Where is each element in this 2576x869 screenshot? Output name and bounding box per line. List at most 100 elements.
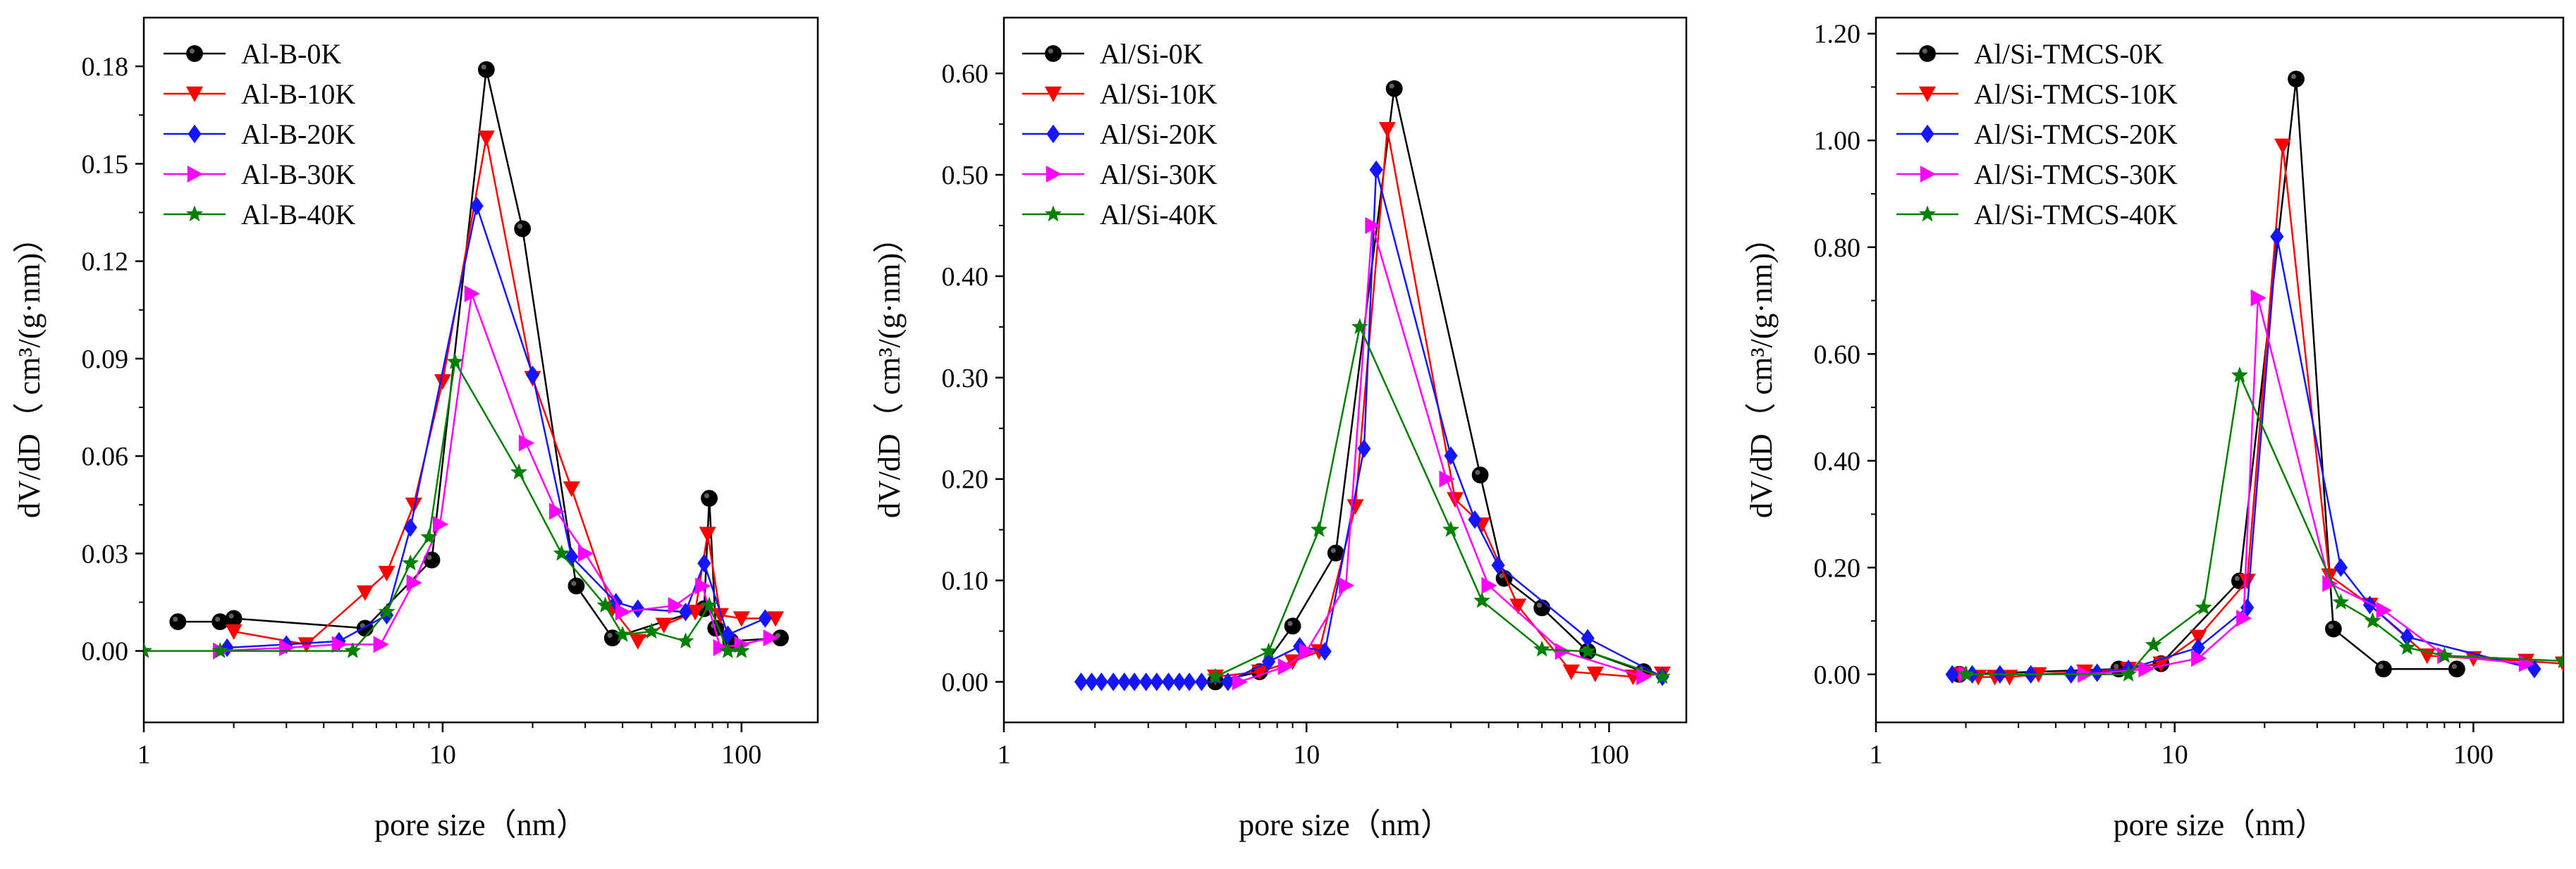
chart-panel-3: 0.00 0.20 0.40 0.60 0.80 1.00 1.20 1 10 100 pore s… — [1744, 16, 2565, 842]
series-line — [227, 202, 766, 649]
data-point — [518, 434, 535, 452]
legend-entry: Al/Si-TMCS-40K — [1974, 199, 2178, 230]
data-point — [1471, 467, 1489, 483]
data-point — [2120, 665, 2138, 682]
legend-entry: Al/Si-TMCS-0K — [1974, 38, 2164, 70]
data-point-highlight — [2290, 73, 2296, 80]
data-point — [1554, 643, 1571, 660]
data-point — [1299, 643, 1315, 660]
data-point — [211, 642, 229, 658]
data-point — [356, 620, 374, 637]
data-point — [1318, 642, 1332, 661]
data-point — [2555, 652, 2563, 669]
data-point — [1444, 446, 1458, 465]
data-point — [510, 463, 528, 480]
data-point — [470, 197, 484, 216]
data-point-highlight — [1475, 469, 1480, 475]
legend-entry: Al/Si-TMCS-30K — [1974, 159, 2178, 190]
data-point — [1106, 672, 1120, 691]
legend-marker — [1045, 45, 1062, 62]
data-point-highlight — [775, 632, 781, 639]
data-point — [1084, 672, 1099, 691]
data-point — [2288, 70, 2305, 88]
data-point — [1182, 672, 1196, 691]
x-axis-label: pore size（nm） — [1239, 808, 1452, 842]
x-tick-label: 1 — [137, 740, 151, 770]
y-tick-label: 0.18 — [82, 52, 129, 82]
legend-marker — [1919, 205, 1936, 222]
data-point — [1139, 672, 1153, 691]
legend-marker — [1046, 124, 1060, 144]
data-point — [1439, 470, 1455, 488]
data-point — [477, 61, 495, 78]
data-point — [405, 498, 422, 514]
data-point-highlight — [704, 493, 710, 499]
y-tick-label: 0.20 — [942, 465, 989, 495]
data-point — [711, 608, 729, 624]
data-point — [432, 515, 449, 533]
data-point — [2332, 593, 2350, 610]
data-point — [279, 639, 295, 657]
y-tick-label: 0.00 — [942, 667, 989, 697]
y-tick-label: 0.30 — [942, 364, 989, 393]
data-point — [378, 603, 395, 620]
series-Al-B-40K — [144, 352, 750, 658]
data-point — [1338, 577, 1355, 594]
y-tick-label: 0.15 — [82, 149, 129, 179]
data-point-highlight — [228, 613, 234, 619]
data-point — [1260, 642, 1277, 659]
data-point — [1636, 668, 1652, 686]
data-point — [211, 613, 229, 631]
data-point — [577, 545, 594, 562]
data-point-highlight — [1330, 548, 1336, 553]
y-tick-label: 0.09 — [82, 345, 129, 374]
data-point — [2274, 138, 2291, 154]
data-point — [1161, 672, 1176, 691]
data-point-highlight — [427, 555, 432, 560]
data-point — [1232, 673, 1248, 691]
data-point — [2325, 620, 2342, 638]
data-point — [1945, 665, 1959, 684]
data-point — [1579, 642, 1597, 659]
data-point-highlight — [215, 616, 221, 622]
data-point — [615, 603, 632, 621]
data-point — [699, 526, 716, 543]
x-axis-label: pore size（nm） — [2114, 808, 2326, 842]
data-point — [225, 624, 243, 640]
y-axis-label: dV/dD（ cm³/(g·nm)） — [12, 222, 47, 518]
legend-entry: Al/Si-0K — [1100, 38, 1203, 70]
data-point — [763, 629, 779, 647]
legend-marker — [1920, 124, 1934, 144]
data-point — [298, 637, 315, 653]
data-point — [2250, 289, 2267, 307]
data-point — [434, 374, 451, 390]
x-tick-label: 100 — [2453, 740, 2494, 770]
data-point — [678, 603, 693, 622]
data-point — [2362, 596, 2377, 615]
data-point — [701, 596, 718, 613]
y-tick-label: 0.60 — [1814, 340, 1861, 369]
data-point — [1365, 216, 1381, 234]
data-point — [553, 544, 570, 561]
x-tick-label: 100 — [721, 740, 761, 770]
data-point — [713, 639, 729, 657]
data-point — [2322, 575, 2338, 593]
data-point — [373, 636, 389, 653]
data-point — [631, 599, 645, 618]
y-tick-label: 1.20 — [1814, 20, 1861, 49]
data-point — [1442, 521, 1459, 537]
data-point-highlight — [2114, 664, 2119, 670]
plot-frame — [142, 16, 819, 724]
data-point — [1533, 640, 1551, 657]
legend-marker — [186, 86, 203, 102]
data-point — [525, 365, 540, 385]
data-point — [548, 503, 565, 520]
series-line — [178, 69, 781, 643]
data-point — [514, 220, 532, 238]
legend-entry: Al/Si-30K — [1100, 159, 1218, 190]
data-point — [643, 622, 661, 639]
series-Al-B-10K — [225, 130, 785, 653]
series-Al/Si-20K — [1074, 160, 1669, 691]
data-point — [1284, 617, 1301, 635]
data-point — [1581, 629, 1595, 648]
